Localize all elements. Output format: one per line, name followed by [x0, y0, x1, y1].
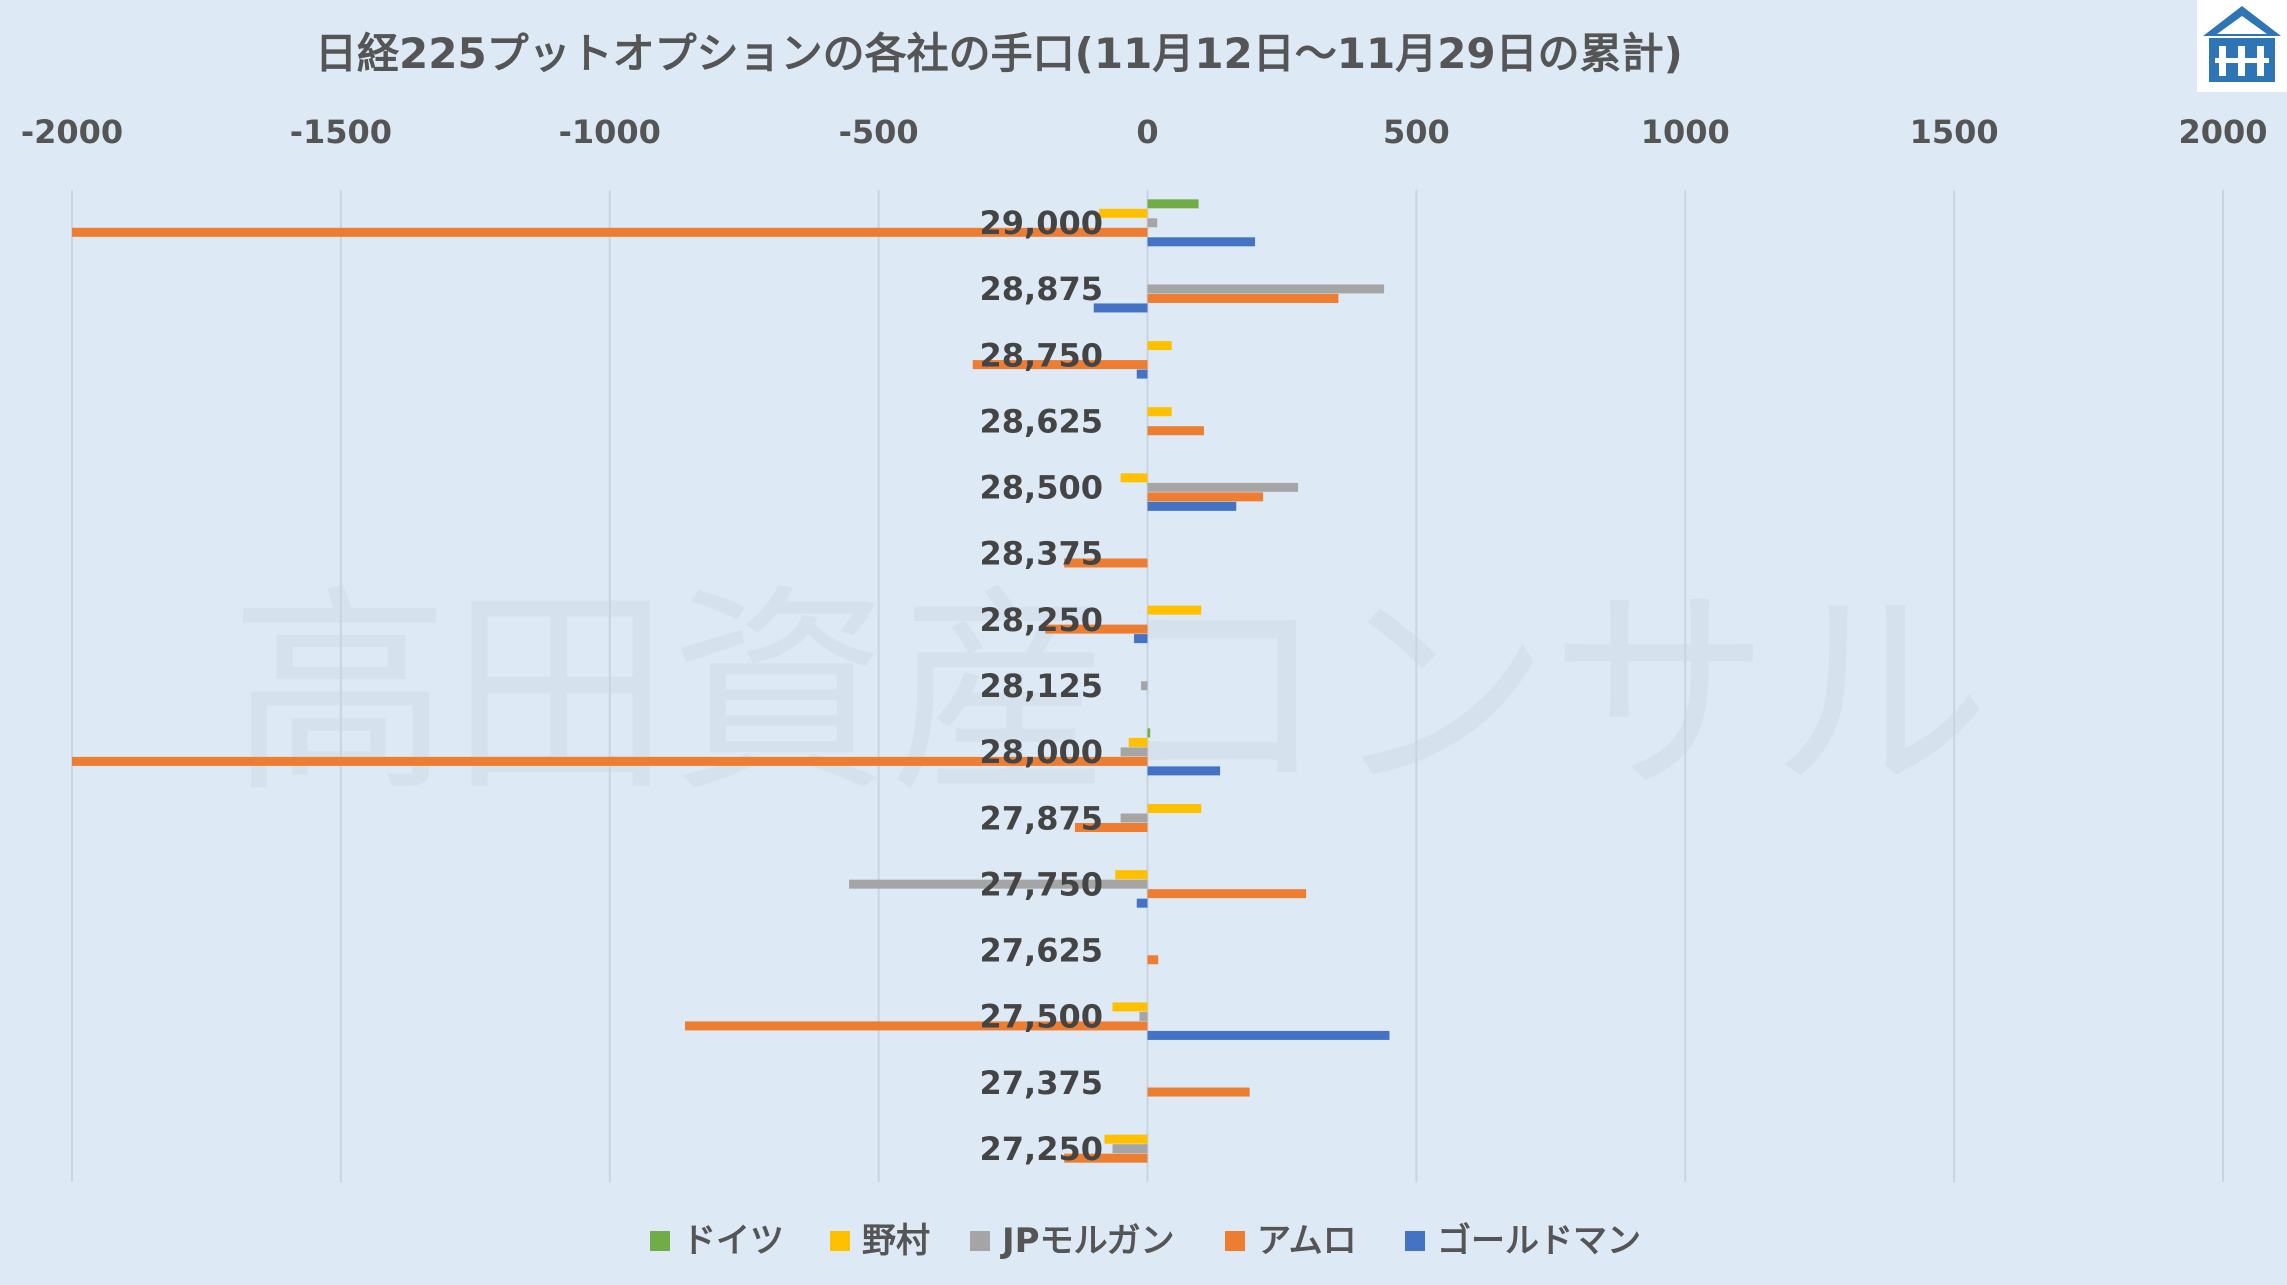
legend-swatch [1225, 1231, 1245, 1251]
y-tick-label: 28,875 [980, 270, 1103, 308]
bar [1147, 766, 1221, 776]
bar [1112, 1002, 1148, 1012]
bar [1147, 293, 1339, 303]
x-tick-label: 0 [1136, 113, 1158, 151]
bar [1128, 737, 1148, 747]
bar [1147, 426, 1204, 436]
x-axis: -2000 -1500 -1000 -500 0 500 1000 1500 2000 [21, 113, 2268, 151]
x-tick-label: -1500 [290, 113, 392, 151]
y-tick-label: 28,375 [980, 535, 1103, 573]
x-tick-label: -1000 [559, 113, 661, 151]
legend-swatch [970, 1231, 990, 1251]
y-tick-label: 28,125 [980, 667, 1103, 705]
bar [1120, 747, 1148, 757]
bar [1093, 303, 1148, 313]
y-tick-label: 27,500 [980, 998, 1103, 1036]
bar [1136, 369, 1148, 379]
x-tick-label: 2000 [2178, 113, 2267, 151]
y-tick-label: 28,000 [980, 733, 1103, 771]
y-tick-label: 27,750 [980, 865, 1103, 903]
watermark: 高田資産コンサル [230, 566, 1990, 822]
legend-label: 野村 [862, 1221, 930, 1261]
building-logo-icon [2197, 0, 2287, 92]
bar [1147, 199, 1199, 209]
y-tick-label: 28,500 [980, 469, 1103, 507]
bar [72, 227, 1148, 237]
bar [1120, 813, 1148, 823]
legend: ドイツ 野村 JPモルガン アムロ ゴールドマン [650, 1221, 1641, 1261]
bar [1147, 341, 1172, 351]
y-tick-label: 27,250 [980, 1130, 1103, 1168]
y-tick-label: 28,625 [980, 402, 1103, 440]
bar [1147, 1087, 1250, 1097]
bar [1147, 804, 1202, 814]
y-axis: 29,000 28,875 28,750 28,625 28,500 28,375 28,2… [980, 204, 1103, 1168]
y-tick-label: 27,375 [980, 1064, 1103, 1102]
bar [1136, 898, 1148, 908]
bar [1141, 681, 1148, 691]
bar [1147, 237, 1256, 247]
bar [685, 1021, 1148, 1031]
chart-title: 日経225プットオプションの各社の手口(11月12日～11月29日の累計) [315, 29, 1683, 78]
x-tick-label: -2000 [21, 113, 123, 151]
bars [72, 199, 1390, 1163]
bar [1147, 1030, 1390, 1040]
bar [849, 879, 1148, 889]
x-tick-label: 1500 [1910, 113, 1999, 151]
bar [1104, 1134, 1148, 1144]
bar [1147, 218, 1158, 228]
bar [1147, 492, 1264, 502]
bar [1147, 284, 1385, 294]
bar [1064, 1153, 1148, 1163]
bar [1099, 208, 1148, 218]
y-tick-label: 28,250 [980, 601, 1103, 639]
bar [1147, 501, 1237, 511]
bar [1045, 624, 1148, 634]
legend-label: JPモルガン [1000, 1221, 1175, 1261]
x-tick-label: 1000 [1641, 113, 1730, 151]
legend-swatch [1405, 1231, 1425, 1251]
bar [1064, 558, 1148, 568]
bar [1147, 728, 1151, 738]
bar [1147, 605, 1202, 615]
bar [72, 756, 1148, 766]
bar [1115, 870, 1148, 880]
legend-label: ドイツ [682, 1221, 784, 1261]
legend-label: ゴールドマン [1437, 1221, 1641, 1261]
bar [1134, 634, 1148, 644]
y-tick-label: 28,750 [980, 336, 1103, 374]
x-tick-label: 500 [1383, 113, 1450, 151]
y-tick-label: 27,875 [980, 799, 1103, 837]
bar [1147, 407, 1172, 417]
bar [972, 360, 1148, 370]
y-tick-label: 27,625 [980, 932, 1103, 970]
bar [1112, 1144, 1148, 1154]
legend-swatch [830, 1231, 850, 1251]
y-tick-label: 29,000 [980, 204, 1103, 242]
legend-label: アムロ [1257, 1221, 1357, 1261]
bar [1139, 1011, 1148, 1021]
bar [1147, 889, 1307, 899]
bar [1147, 955, 1159, 965]
bar [1147, 482, 1299, 492]
x-tick-label: -500 [839, 113, 919, 151]
bar [1120, 473, 1148, 483]
legend-swatch [650, 1231, 670, 1251]
bar [1074, 823, 1148, 833]
